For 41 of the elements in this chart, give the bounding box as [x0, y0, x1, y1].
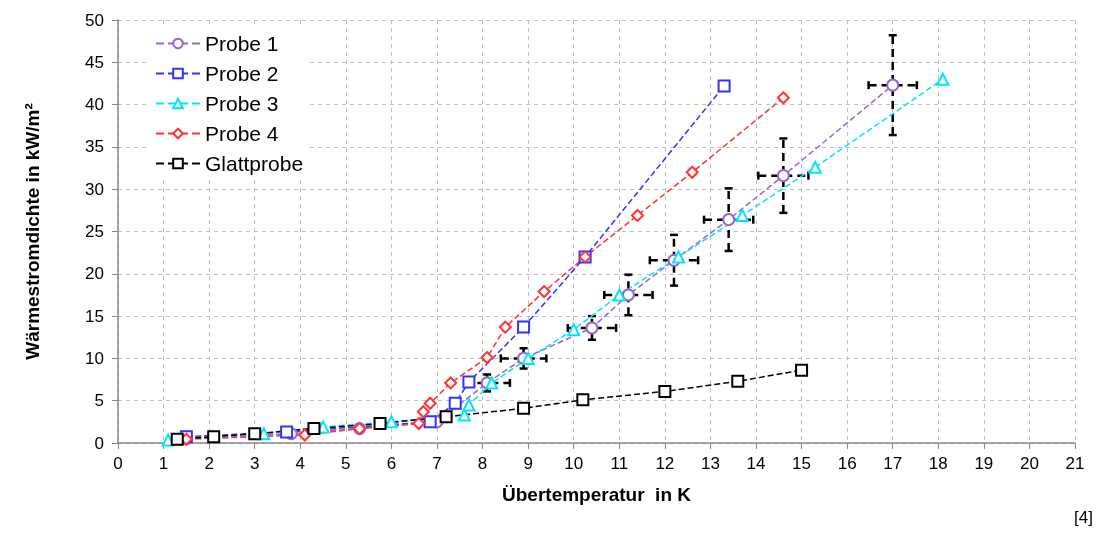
- x-tick-label: 5: [341, 454, 351, 473]
- y-tick-label: 25: [85, 222, 104, 241]
- x-tick-label: 14: [746, 454, 766, 473]
- x-tick-label: 10: [564, 454, 584, 473]
- y-tick-label: 50: [85, 10, 104, 30]
- x-tick-label: 6: [386, 454, 397, 473]
- legend-label: Glattprobe: [205, 152, 304, 175]
- x-tick-label: 12: [655, 454, 675, 473]
- legend-label: Probe 1: [205, 32, 279, 55]
- y-tick-label: 0: [94, 433, 104, 453]
- legend-label: Probe 3: [205, 92, 279, 115]
- y-tick-label: 45: [85, 52, 104, 72]
- x-tick-label: 8: [477, 454, 488, 473]
- x-tick-label: 13: [700, 454, 720, 473]
- x-tick-label: 0: [113, 454, 123, 473]
- text: [4]: [1074, 508, 1094, 527]
- x-tick-label: 1: [158, 454, 169, 473]
- x-tick-label: 21: [1065, 454, 1085, 473]
- x-tick-label: 11: [610, 454, 629, 473]
- y-tick-label: 30: [85, 179, 104, 199]
- x-tick-label: 15: [792, 454, 812, 473]
- x-tick-label: 9: [523, 454, 533, 473]
- y-tick-label: 35: [85, 137, 104, 157]
- legend-label: Probe 2: [205, 62, 279, 85]
- x-tick-label: 4: [295, 454, 306, 473]
- y-tick-label: 20: [85, 264, 104, 284]
- x-tick-label: 7: [432, 454, 442, 473]
- x-tick-label: 17: [883, 454, 903, 473]
- x-axis-title: Übertemperatur in K: [502, 484, 692, 505]
- x-tick-label: 2: [204, 454, 214, 473]
- x-tick-label: 18: [928, 454, 948, 473]
- y-tick-label: 40: [85, 95, 104, 115]
- x-tick-label: 20: [1019, 454, 1039, 473]
- y-tick-label: 5: [94, 391, 104, 411]
- legend-label: Probe 4: [205, 122, 279, 145]
- y-tick-label: 10: [85, 348, 104, 368]
- x-tick-label: 19: [974, 454, 994, 473]
- y-axis-title: Wärmestromdichte in kW/m²: [22, 103, 43, 360]
- x-tick-label: 3: [249, 454, 260, 473]
- x-tick-label: 16: [837, 454, 857, 473]
- y-tick-label: 15: [85, 306, 104, 326]
